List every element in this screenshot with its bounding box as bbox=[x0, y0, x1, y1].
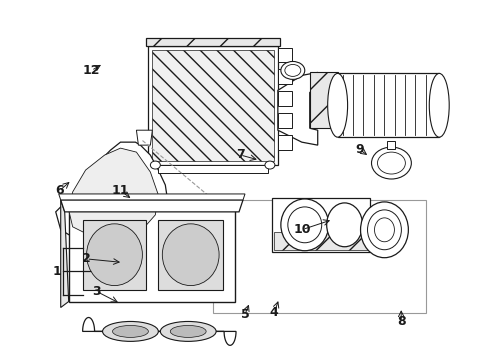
Polygon shape bbox=[338, 73, 439, 137]
Polygon shape bbox=[136, 130, 152, 145]
Text: 8: 8 bbox=[397, 315, 406, 328]
Text: 5: 5 bbox=[241, 308, 249, 321]
Text: 9: 9 bbox=[355, 143, 364, 156]
Ellipse shape bbox=[371, 147, 412, 179]
Text: 3: 3 bbox=[92, 285, 100, 298]
Polygon shape bbox=[59, 194, 245, 200]
Text: 11: 11 bbox=[112, 184, 129, 197]
Bar bbox=[278, 91, 292, 106]
Polygon shape bbox=[83, 318, 236, 345]
Ellipse shape bbox=[265, 161, 275, 169]
Ellipse shape bbox=[87, 224, 143, 285]
Text: 6: 6 bbox=[55, 184, 64, 197]
Bar bbox=[310, 72, 338, 128]
Ellipse shape bbox=[374, 218, 394, 242]
Polygon shape bbox=[272, 198, 369, 252]
Ellipse shape bbox=[160, 321, 216, 341]
Text: 4: 4 bbox=[270, 306, 279, 319]
Bar bbox=[278, 135, 292, 150]
Polygon shape bbox=[158, 220, 223, 289]
Ellipse shape bbox=[281, 199, 329, 251]
Text: 7: 7 bbox=[236, 148, 245, 161]
Ellipse shape bbox=[361, 202, 408, 258]
Ellipse shape bbox=[377, 152, 405, 174]
Ellipse shape bbox=[281, 62, 305, 80]
Polygon shape bbox=[56, 142, 168, 245]
Bar bbox=[278, 48, 292, 62]
Ellipse shape bbox=[429, 73, 449, 137]
Ellipse shape bbox=[368, 210, 401, 250]
Polygon shape bbox=[152, 50, 274, 161]
Ellipse shape bbox=[285, 64, 301, 76]
Ellipse shape bbox=[171, 325, 206, 337]
Polygon shape bbox=[69, 208, 235, 302]
Ellipse shape bbox=[150, 161, 160, 169]
Text: 10: 10 bbox=[294, 223, 311, 236]
Bar bbox=[213, 200, 426, 313]
Polygon shape bbox=[158, 165, 268, 173]
Text: 12: 12 bbox=[82, 64, 100, 77]
Polygon shape bbox=[69, 148, 158, 238]
Ellipse shape bbox=[328, 73, 347, 137]
Text: 2: 2 bbox=[82, 252, 91, 265]
Text: 1: 1 bbox=[53, 265, 61, 278]
Polygon shape bbox=[147, 37, 280, 45]
Polygon shape bbox=[61, 200, 243, 212]
Polygon shape bbox=[388, 141, 395, 149]
Ellipse shape bbox=[327, 203, 363, 247]
Bar bbox=[274, 232, 368, 250]
Bar bbox=[278, 69, 292, 84]
Polygon shape bbox=[83, 220, 147, 289]
Bar bbox=[278, 113, 292, 128]
Ellipse shape bbox=[288, 207, 322, 243]
Polygon shape bbox=[278, 72, 318, 145]
Ellipse shape bbox=[162, 224, 219, 285]
Polygon shape bbox=[61, 200, 69, 307]
Ellipse shape bbox=[102, 321, 158, 341]
Polygon shape bbox=[148, 45, 278, 165]
Ellipse shape bbox=[113, 325, 148, 337]
